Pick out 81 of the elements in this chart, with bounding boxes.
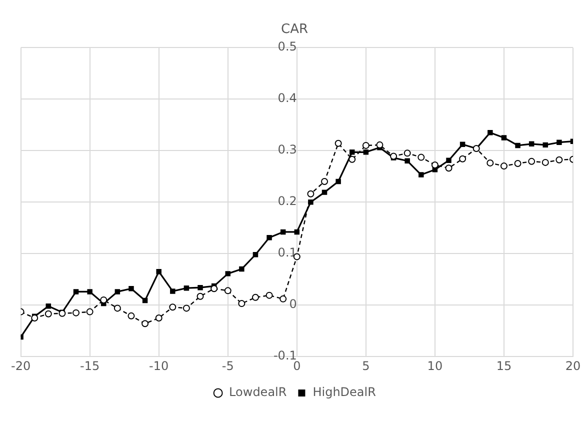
point [198, 284, 203, 290]
point [404, 158, 410, 164]
point [350, 150, 355, 155]
point [44, 310, 52, 318]
point [556, 140, 562, 145]
legend-label: HighDealR [312, 385, 376, 400]
point [459, 155, 466, 162]
point [114, 304, 121, 312]
point [418, 172, 424, 178]
y-tick-label: 0.5 [278, 40, 297, 54]
y-tick-label: 0.3 [278, 142, 297, 157]
point [87, 289, 92, 294]
x-tick-label: -5 [222, 358, 234, 373]
point [225, 271, 230, 276]
point [348, 156, 356, 163]
point [322, 190, 328, 195]
point [528, 158, 536, 165]
chart-title: CAR [280, 22, 308, 38]
point [307, 190, 314, 198]
point [169, 304, 176, 311]
point [542, 142, 548, 148]
point [445, 164, 452, 172]
x-tick-label: -10 [149, 358, 169, 373]
point [142, 298, 148, 304]
point [528, 141, 534, 147]
point [280, 229, 286, 235]
point [142, 320, 149, 328]
point [363, 150, 369, 155]
y-tick-label: 0.4 [278, 91, 297, 106]
point [280, 295, 287, 302]
point [155, 314, 162, 322]
point [184, 285, 190, 291]
point [293, 253, 300, 260]
x-tick-label: -20 [10, 358, 31, 373]
point [362, 142, 370, 149]
point [170, 288, 176, 294]
x-tick-label: -15 [80, 358, 100, 373]
point [501, 135, 507, 140]
legend-label: LowdealR [229, 385, 287, 400]
point [294, 229, 300, 235]
point [334, 140, 342, 147]
point [100, 296, 108, 304]
point [515, 142, 520, 148]
point [500, 162, 508, 170]
point [73, 289, 79, 294]
point [196, 292, 204, 300]
point [488, 130, 493, 136]
point [336, 178, 341, 184]
x-tick-label: 5 [362, 358, 370, 373]
point [556, 156, 563, 164]
point [460, 142, 466, 148]
point [128, 312, 135, 320]
point [224, 287, 232, 294]
point [252, 294, 259, 301]
point [486, 159, 494, 166]
x-tick-label: 10 [427, 358, 443, 373]
y-tick-label: 0.2 [278, 194, 297, 208]
point [321, 178, 328, 185]
point [252, 252, 258, 258]
point [514, 160, 522, 167]
x-tick-label: 15 [496, 358, 512, 373]
point [210, 285, 218, 292]
point [128, 286, 134, 292]
point [404, 150, 411, 157]
y-tick-label: 0 [289, 297, 297, 312]
point [72, 309, 80, 316]
point [86, 308, 94, 316]
point [156, 269, 162, 274]
point [114, 289, 120, 294]
point [418, 154, 425, 161]
point [542, 158, 549, 166]
point [266, 235, 272, 240]
point [46, 304, 52, 309]
point [238, 300, 246, 308]
point [376, 141, 384, 148]
point [182, 304, 190, 312]
point [239, 266, 244, 272]
point [390, 152, 398, 160]
point [266, 292, 273, 299]
x-tick-label: 20 [565, 358, 581, 373]
point [446, 158, 452, 164]
